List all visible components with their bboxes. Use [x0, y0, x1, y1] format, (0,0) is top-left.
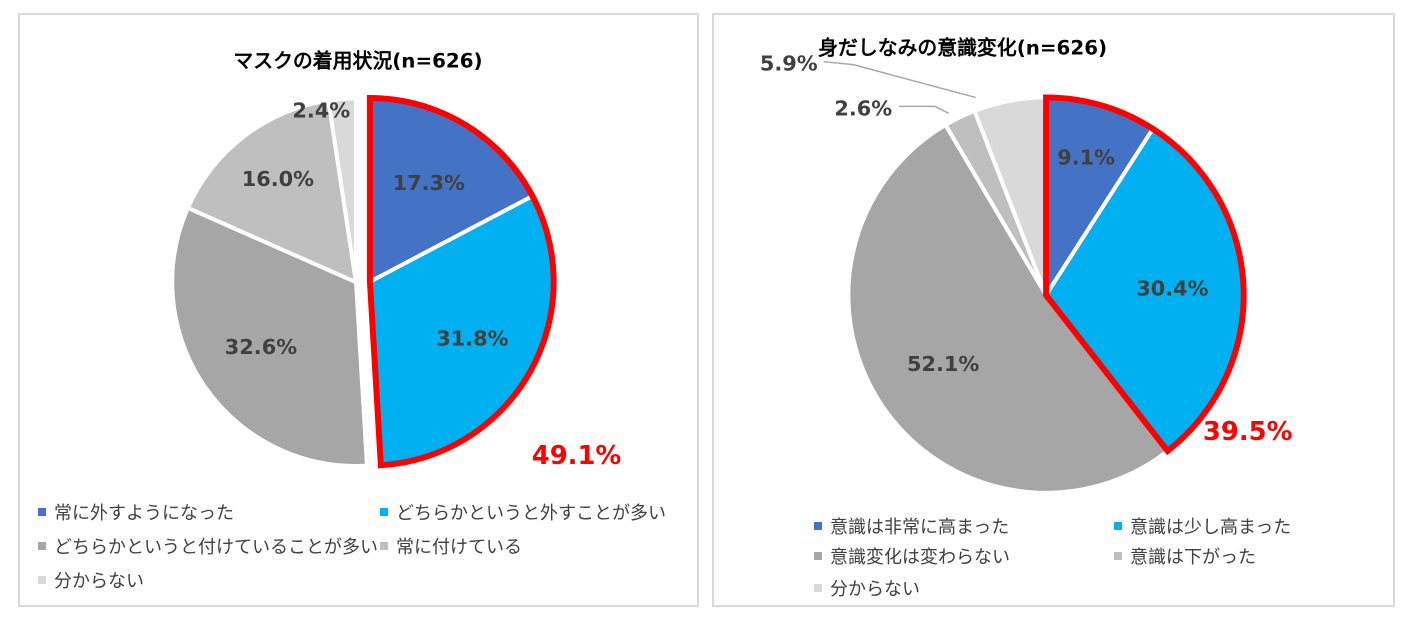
data-label: 9.1%	[1057, 146, 1115, 170]
legend-item: 常に付けている	[380, 533, 522, 559]
pie-chart-mask-usage: マスクの着用状況(n=626) 17.3% 31.8% 32.6% 16.0% 2.4% 4…	[170, 50, 622, 471]
legend-swatch	[1114, 522, 1122, 530]
legend-item: 意識は少し高まった	[1114, 513, 1291, 539]
highlight-outline	[366, 95, 557, 469]
chart-panel-grooming-awareness: 身だしなみの意識変化(n=626) 9.1% 30.4% 52.1% 2.6% 5.9% 3…	[712, 13, 1395, 607]
chart-title: マスクの着用状況(n=626)	[233, 50, 482, 73]
pie-slice	[170, 205, 369, 468]
pie-chart-grooming-awareness: 身だしなみの意識変化(n=626) 9.1% 30.4% 52.1% 2.6% 5.9% 3…	[760, 37, 1293, 495]
legend-label: 分からない	[54, 571, 144, 592]
legend-item: 意識は下がった	[1114, 543, 1256, 569]
chart-panel-mask-usage: マスクの着用状況(n=626) 17.3% 31.8% 32.6% 16.0% 2.4% 4…	[18, 13, 699, 607]
legend-label: どちらかというと付けていることが多い	[54, 537, 378, 558]
legend-swatch	[814, 522, 822, 530]
legend-item: 分からない	[38, 567, 144, 593]
legend-swatch	[38, 576, 46, 584]
legend-swatch	[380, 542, 388, 550]
highlight-outline	[1043, 94, 1247, 456]
data-label: 17.3%	[393, 171, 465, 195]
legend-item: 意識変化は変わらない	[814, 543, 1010, 569]
legend-label: 意識は下がった	[1130, 547, 1256, 568]
legend-item: 意識は非常に高まった	[814, 513, 1009, 539]
legend-swatch	[38, 542, 46, 550]
legend-swatch	[814, 552, 822, 560]
legend-label: 常に付けている	[396, 537, 522, 558]
leader-line	[899, 105, 950, 114]
data-label: 31.8%	[436, 327, 508, 351]
legend-swatch	[38, 508, 46, 516]
data-label: 30.4%	[1136, 276, 1208, 300]
legend-item: 分からない	[814, 575, 920, 601]
legend-swatch	[1114, 552, 1122, 560]
data-label: 52.1%	[907, 352, 979, 376]
highlight-total-label: 49.1%	[532, 441, 622, 471]
pie-slice	[846, 122, 1170, 495]
data-label: 5.9%	[760, 52, 818, 76]
legend-label: 分からない	[830, 579, 920, 600]
legend-item: どちらかというと付けていることが多い	[38, 533, 378, 559]
leader-line	[823, 60, 976, 99]
legend-label: どちらかというと外すことが多い	[396, 503, 666, 524]
data-label: 16.0%	[242, 167, 314, 191]
pie-slice	[326, 96, 359, 285]
legend-item: 常に外すようになった	[38, 499, 234, 525]
legend-label: 意識は少し高まった	[1130, 517, 1292, 538]
legend-label: 常に外すようになった	[54, 503, 234, 524]
legend-swatch	[380, 508, 388, 516]
data-label: 32.6%	[225, 335, 297, 359]
legend-label: 意識変化は変わらない	[830, 547, 1010, 568]
legend-item: どちらかというと外すことが多い	[380, 499, 666, 525]
pie-slice	[185, 98, 359, 285]
legend-swatch	[814, 584, 822, 592]
data-label: 2.6%	[834, 96, 892, 120]
chart-title: 身だしなみの意識変化(n=626)	[818, 37, 1107, 60]
data-label: 2.4%	[292, 98, 350, 122]
highlight-total-label: 39.5%	[1203, 417, 1293, 447]
legend-label: 意識は非常に高まった	[830, 517, 1010, 538]
